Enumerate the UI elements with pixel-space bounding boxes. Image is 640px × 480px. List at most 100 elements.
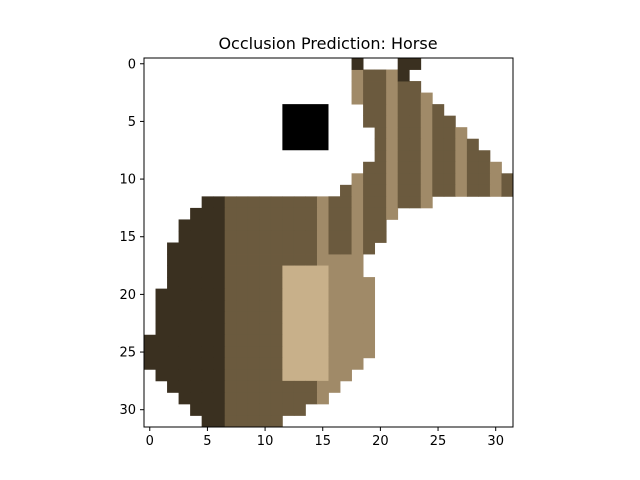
image-pixel [236,277,249,290]
image-pixel [270,334,283,347]
image-pixel [420,92,433,105]
image-pixel [409,184,422,197]
image-pixel [351,69,364,82]
image-pixel [455,138,468,151]
image-pixel [305,288,318,301]
image-pixel [386,81,399,93]
image-pixel [236,334,249,347]
image-pixel [293,254,306,266]
image-pixel [351,265,364,278]
image-pixel [270,346,283,359]
image-pixel [397,150,410,163]
image-pixel [316,380,329,393]
image-pixel [190,380,203,393]
image-pixel [259,277,272,290]
x-tick-label: 5 [203,434,211,449]
image-pixel [363,277,376,290]
image-pixel [190,254,203,266]
image-pixel [328,346,341,359]
image-pixel [178,346,191,359]
image-pixel [386,184,399,197]
image-pixel [201,219,214,232]
image-pixel [213,219,226,232]
image-pixel [397,138,410,151]
image-pixel [466,184,479,197]
image-pixel [316,300,329,313]
image-pixel [190,288,203,301]
image-pixel [190,357,203,370]
image-pixel [155,311,168,324]
axes-frame [143,57,514,428]
image-pixel [316,311,329,324]
image-pixel [236,380,249,393]
image-pixel [236,369,249,382]
image-pixel [351,288,364,301]
image-pixel [340,277,352,290]
image-pixel [443,150,456,163]
image-pixel [282,311,295,324]
image-pixel [328,323,341,336]
image-pixel [340,196,352,209]
y-tick-label: 0 [128,57,136,72]
image-pixel [305,346,318,359]
image-pixel [316,288,329,301]
image-pixel [259,254,272,266]
y-tick-label: 15 [119,230,136,245]
image-pixel [386,115,399,128]
image-pixel [224,207,237,220]
image-pixel [397,196,410,209]
image-pixel [247,219,260,232]
image-pixel [293,323,306,336]
image-pixel [270,357,283,370]
image-pixel [363,242,376,255]
x-tick-label: 10 [257,434,274,449]
image-pixel [363,219,376,232]
image-pixel [224,288,237,301]
image-pixel [155,288,168,301]
image-pixel [293,277,306,290]
image-pixel [167,357,179,370]
image-pixel [224,357,237,370]
image-pixel [316,369,329,382]
image-pixel [247,265,260,278]
image-pixel [328,380,341,393]
image-pixel [386,161,399,174]
image-pixel [270,369,283,382]
image-pixel [386,207,399,220]
image-pixel [293,207,306,220]
image-pixel [478,150,491,163]
image-pixel [236,230,249,243]
image-pixel [351,277,364,290]
image-pixel [305,207,318,220]
image-pixel [167,346,179,359]
image-pixel [190,392,203,405]
image-pixel [236,300,249,313]
image-pixel [328,300,341,313]
image-pixel [259,207,272,220]
image-pixel [374,69,387,82]
image-pixel [351,207,364,220]
image-pixel [270,311,283,324]
image-pixel [293,242,306,255]
image-pixel [178,300,191,313]
image-pixel [190,311,203,324]
image-pixel [351,184,364,197]
image-pixel [224,380,237,393]
image-pixel [224,311,237,324]
image-pixel [305,277,318,290]
image-pixel [224,196,237,209]
image-pixel [259,300,272,313]
y-tick-label: 10 [119,173,136,188]
image-pixel [224,300,237,313]
image-pixel [293,311,306,324]
image-pixel [213,311,226,324]
image-pixel [340,346,352,359]
image-pixel [270,380,283,393]
x-tick-label: 15 [314,434,331,449]
image-pixel [236,323,249,336]
image-pixel [340,219,352,232]
image-pixel [397,184,410,197]
image-pixel [178,392,191,405]
image-pixel [351,230,364,243]
image-pixel [340,230,352,243]
